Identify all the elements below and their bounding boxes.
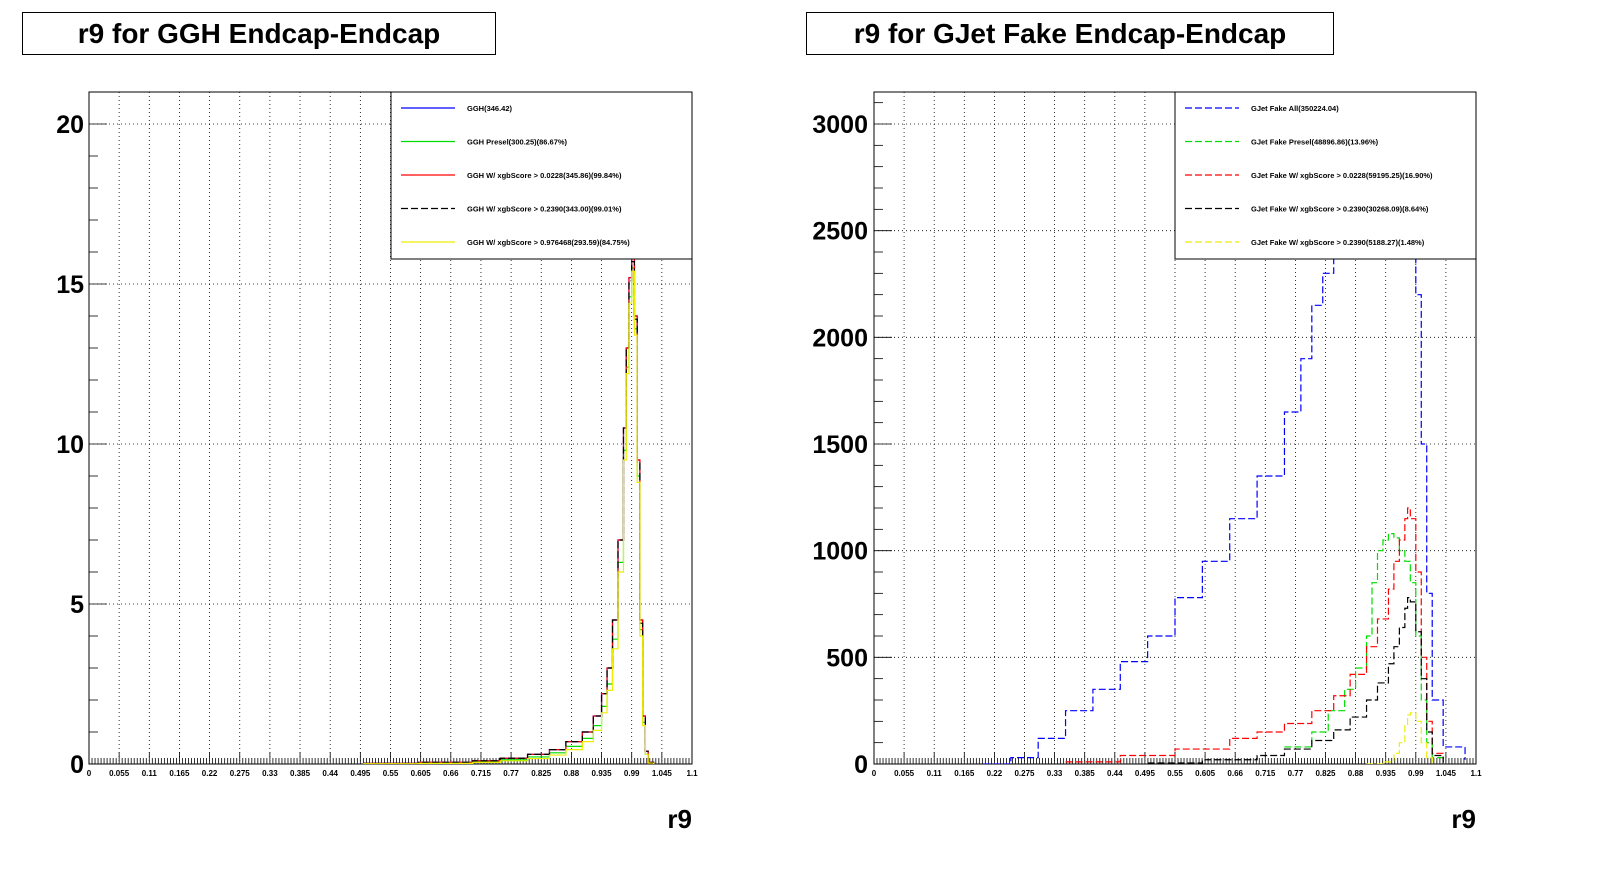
series-line-1 <box>363 267 655 764</box>
legend-entry: GGH Presel(300.25)(86.67%) <box>467 138 568 147</box>
legend-entry: GJet Fake Presel(48896.86)(13.96%) <box>1251 138 1379 147</box>
y-tick-label: 3000 <box>812 111 868 139</box>
series-line-2 <box>363 257 655 764</box>
series-line-2 <box>1065 507 1444 763</box>
x-tick-label: 0 <box>872 769 877 778</box>
y-tick-label: 1000 <box>812 538 868 566</box>
x-tick-label: 1.045 <box>652 769 673 778</box>
x-tick-label: 0.825 <box>531 769 552 778</box>
x-tick-label: 0.77 <box>1288 769 1304 778</box>
x-tick-labels: 0 0.055 0.11 0.165 0.22 0.275 0.33 0.385 0.44 0.4… <box>87 769 698 778</box>
legend-entry: GJet Fake W/ xgbScore > 0.2390(30268.09)… <box>1251 205 1429 214</box>
legend: GJet Fake All(350224.04) GJet Fake Presel… <box>1174 91 1477 260</box>
series-line-0 <box>363 257 655 764</box>
x-tick-label: 0.165 <box>954 769 975 778</box>
legend: GGH(346.42) GGH Presel(300.25)(86.67%) GGH… <box>390 91 693 260</box>
series-group <box>983 92 1466 764</box>
y-tick-label: 0 <box>854 751 868 779</box>
y-ticks <box>89 91 107 765</box>
x-tick-label: 0.385 <box>290 769 311 778</box>
x-tick-label: 0.88 <box>1348 769 1364 778</box>
y-tick-labels: 0 500 1000 1500 2000 2500 3000 <box>812 111 868 779</box>
x-tick-label: 0 <box>87 769 92 778</box>
x-tick-label: 0.22 <box>202 769 218 778</box>
legend-entry: GJet Fake W/ xgbScore > 0.0228(59195.25)… <box>1251 171 1433 180</box>
legend-entry: GGH W/ xgbScore > 0.2390(343.00)(99.01%) <box>467 205 622 214</box>
x-tick-label: 0.385 <box>1075 769 1096 778</box>
y-tick-label: 1500 <box>812 431 868 459</box>
x-tick-label: 0.55 <box>1167 769 1183 778</box>
x-tick-label: 0.715 <box>1255 769 1276 778</box>
x-tick-label: 0.715 <box>471 769 492 778</box>
x-tick-label: 0.275 <box>230 769 251 778</box>
x-tick-label: 0.275 <box>1014 769 1035 778</box>
x-tick-label: 0.44 <box>322 769 338 778</box>
y-tick-labels: 0 5 10 15 20 <box>56 111 84 779</box>
x-tick-label: 0.66 <box>1227 769 1243 778</box>
x-tick-label: 0.495 <box>350 769 371 778</box>
x-tick-label: 0.66 <box>443 769 459 778</box>
series-line-4 <box>363 270 655 764</box>
x-axis-label: r9 <box>667 804 692 834</box>
left-chart-title: r9 for GGH Endcap-Endcap <box>22 12 496 55</box>
legend-entry: GGH(346.42) <box>467 104 513 113</box>
x-tick-label: 0.055 <box>109 769 130 778</box>
x-tick-label: 0.11 <box>927 769 943 778</box>
x-tick-label: 0.935 <box>1376 769 1397 778</box>
series-line-3 <box>363 261 655 764</box>
x-minor-ticks <box>873 752 1477 764</box>
y-tick-label: 5 <box>70 591 84 619</box>
y-ticks <box>874 102 892 765</box>
series-line-4 <box>1366 712 1433 764</box>
x-tick-label: 0.88 <box>564 769 580 778</box>
x-tick-label: 0.22 <box>987 769 1003 778</box>
legend-entry: GJet Fake W/ xgbScore > 0.2390(5188.27)(… <box>1251 238 1425 247</box>
x-tick-label: 0.165 <box>169 769 190 778</box>
series-line-1 <box>1284 533 1444 763</box>
x-tick-label: 0.99 <box>624 769 640 778</box>
x-tick-label: 0.605 <box>1195 769 1216 778</box>
series-line-3 <box>1147 597 1444 764</box>
x-tick-label: 0.11 <box>142 769 158 778</box>
y-tick-label: 15 <box>56 271 84 299</box>
x-tick-label: 0.55 <box>383 769 399 778</box>
x-tick-label: 0.44 <box>1107 769 1123 778</box>
series-line-0 <box>983 92 1466 764</box>
left-chart: 0 0.055 0.11 0.165 0.22 0.275 0.33 0.385 0.44 0.4… <box>56 91 698 834</box>
y-tick-label: 2000 <box>812 324 868 352</box>
x-tick-label: 0.99 <box>1408 769 1424 778</box>
x-tick-label: 1.1 <box>686 769 698 778</box>
x-tick-label: 1.1 <box>1470 769 1482 778</box>
y-tick-label: 10 <box>56 431 84 459</box>
legend-entry: GJet Fake All(350224.04) <box>1251 104 1339 113</box>
legend-entry: GGH W/ xgbScore > 0.0228(345.86)(99.84%) <box>467 171 622 180</box>
x-axis-label: r9 <box>1451 804 1476 834</box>
x-tick-labels: 0 0.055 0.11 0.165 0.22 0.275 0.33 0.385 0.44 0.4… <box>872 769 1482 778</box>
x-tick-label: 0.055 <box>894 769 915 778</box>
y-tick-label: 500 <box>826 644 868 672</box>
right-chart: 0 0.055 0.11 0.165 0.22 0.275 0.33 0.385 0.44 0.4… <box>812 91 1482 834</box>
x-tick-label: 0.605 <box>411 769 432 778</box>
x-tick-label: 0.825 <box>1315 769 1336 778</box>
y-tick-label: 0 <box>70 751 84 779</box>
x-tick-label: 1.045 <box>1436 769 1457 778</box>
x-minor-ticks <box>88 752 693 764</box>
x-tick-label: 0.33 <box>1047 769 1063 778</box>
x-tick-label: 0.77 <box>503 769 519 778</box>
legend-entry: GGH W/ xgbScore > 0.976468(293.59)(84.75… <box>467 238 630 247</box>
y-tick-label: 2500 <box>812 218 868 246</box>
right-chart-title: r9 for GJet Fake Endcap-Endcap <box>806 12 1334 55</box>
y-tick-label: 20 <box>56 111 84 139</box>
x-tick-label: 0.495 <box>1135 769 1156 778</box>
legend-box <box>1174 91 1477 260</box>
x-tick-label: 0.935 <box>592 769 613 778</box>
x-tick-label: 0.33 <box>262 769 278 778</box>
series-group <box>363 257 655 764</box>
